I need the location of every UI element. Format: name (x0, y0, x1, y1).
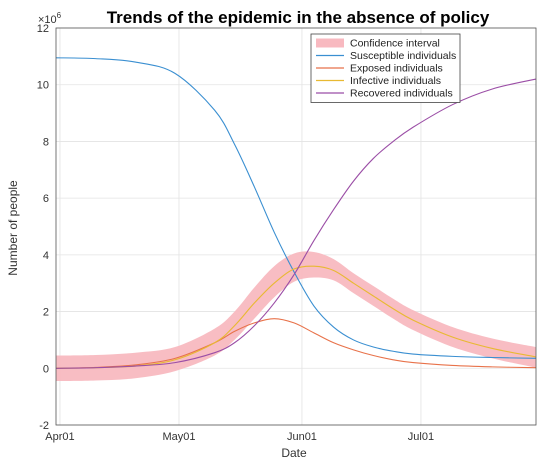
confidence-interval-band (56, 251, 536, 382)
y-exponent-label: ×106 (38, 11, 62, 26)
y-axis-label: Number of people (6, 180, 20, 276)
legend-label: Susceptible individuals (350, 50, 456, 62)
y-tick-label: 10 (37, 80, 49, 92)
plot-frame (55, 27, 537, 426)
legend-label: Confidence interval (350, 38, 440, 50)
x-tick-label: May01 (162, 431, 195, 443)
series-line-recovered-individuals (55, 78, 537, 369)
y-tick-label: -2 (39, 420, 49, 432)
series-line-susceptible-individuals (55, 57, 537, 359)
series-line-infective-individuals (55, 265, 537, 369)
x-tick-label: Jun01 (287, 431, 317, 443)
y-tick-label: 8 (43, 136, 49, 148)
legend-label: Infective individuals (350, 75, 441, 87)
x-tick-label: Apr01 (45, 431, 74, 443)
legend-label: Recovered individuals (350, 88, 453, 100)
y-tick-label: 6 (43, 193, 49, 205)
legend-label: Exposed individuals (350, 63, 443, 75)
x-axis-label: Date (281, 446, 307, 460)
chart-title: Trends of the epidemic in the absence of… (107, 8, 490, 27)
series-layer (55, 57, 537, 369)
y-tick-label: 12 (37, 23, 49, 35)
legend-swatch-band (316, 38, 344, 48)
y-tick-label: 0 (43, 363, 49, 375)
y-tick-label: 4 (43, 250, 49, 262)
x-tick-label: Jul01 (408, 431, 434, 443)
series-line-exposed-individuals (55, 318, 537, 369)
confidence-band-layer (56, 251, 536, 382)
y-tick-label: 2 (43, 307, 49, 319)
tick-labels: -2 0 2 4 6 8 10 12 Apr01 May01 Jun01 Jul01 (37, 23, 434, 443)
